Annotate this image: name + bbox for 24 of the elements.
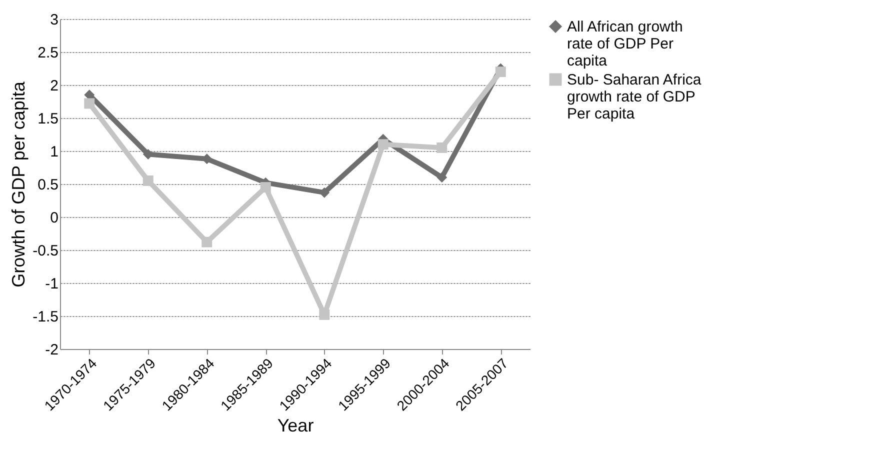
y-tick-label: -0.5 <box>32 242 58 260</box>
point <box>378 139 388 150</box>
point <box>142 175 154 186</box>
point <box>202 236 212 248</box>
legend-label: Sub- Saharan Africa growth rate of GDP Per capita <box>567 72 702 122</box>
point <box>495 66 506 78</box>
legend-label: All African growth rate of GDP Per capita <box>567 18 683 70</box>
y-tick-label: 1.5 <box>38 110 58 128</box>
y-axis-title: Growth of GDP per capita <box>8 80 29 288</box>
y-tick-label: 0 <box>50 210 58 226</box>
y-tick-label: -2 <box>45 342 58 358</box>
point <box>319 309 330 320</box>
point <box>260 182 271 193</box>
y-tick-label: -1 <box>45 276 58 292</box>
y-tick-label: 1 <box>50 144 58 160</box>
y-tick-label: 2 <box>50 78 58 94</box>
point <box>84 98 95 109</box>
point <box>436 172 448 183</box>
y-tick-label: 2.5 <box>38 44 58 62</box>
y-tick-label: 0.5 <box>38 176 58 194</box>
point <box>436 142 448 153</box>
y-tick-label: -1.5 <box>32 308 58 326</box>
y-tick-label: 3 <box>50 12 58 28</box>
x-axis-title: Year <box>277 416 314 436</box>
